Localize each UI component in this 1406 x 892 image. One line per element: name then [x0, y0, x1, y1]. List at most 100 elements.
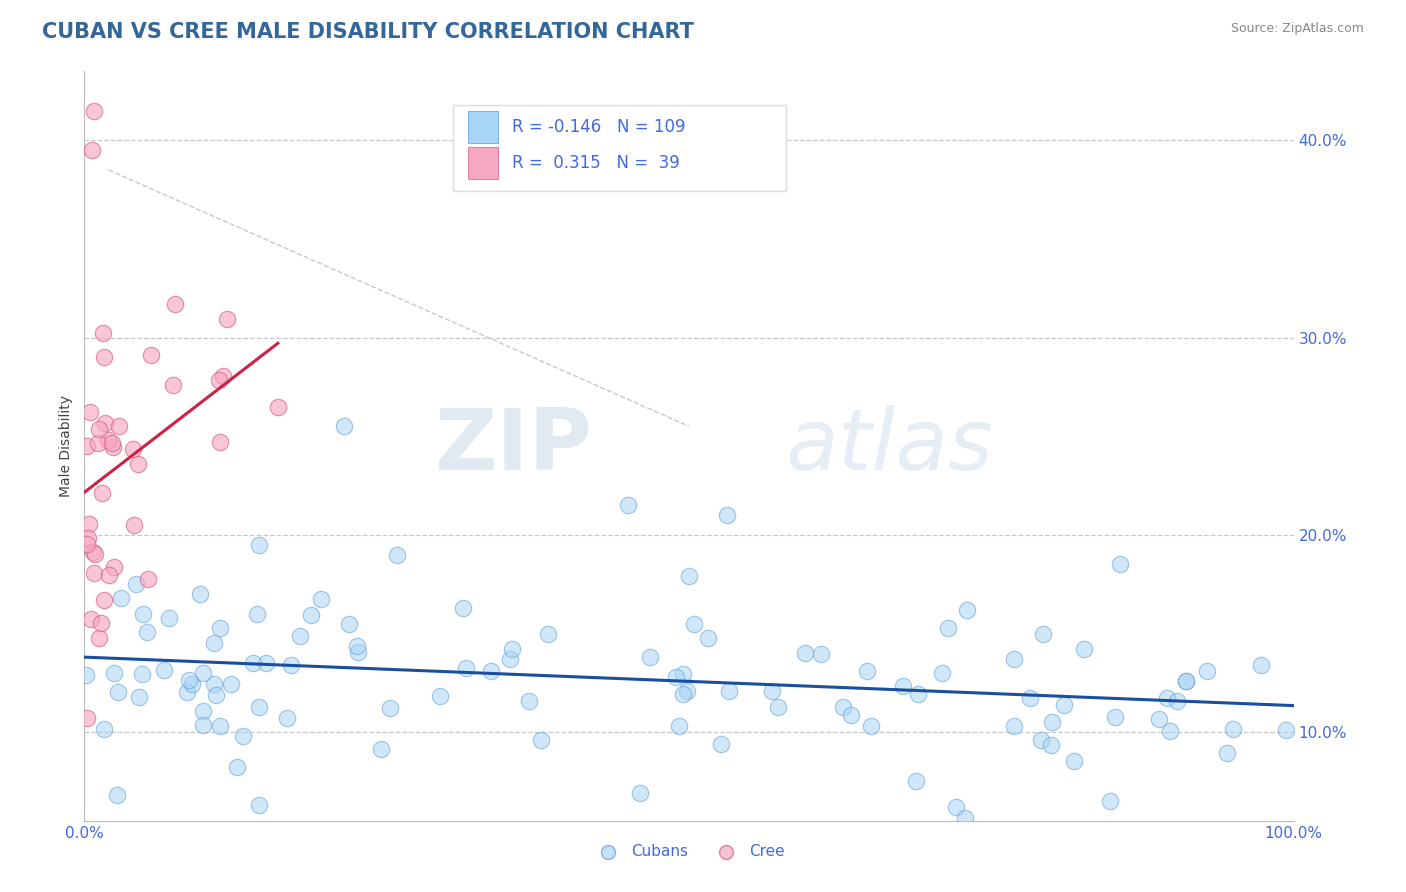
- Point: [956, 603, 979, 617]
- Point: [451, 600, 474, 615]
- Point: [79, 612, 101, 626]
- Point: [107, 685, 129, 699]
- Point: [1040, 738, 1063, 752]
- Point: [697, 631, 720, 645]
- Point: [94, 417, 117, 431]
- Point: [89, 422, 111, 436]
- Point: [1222, 722, 1244, 736]
- Point: [101, 436, 124, 450]
- Point: [157, 611, 180, 625]
- Point: [191, 704, 214, 718]
- Point: [953, 811, 976, 825]
- Point: [617, 498, 640, 512]
- Point: [301, 608, 323, 623]
- Point: [856, 664, 879, 678]
- Point: [247, 538, 270, 552]
- Point: [907, 687, 929, 701]
- Point: [219, 677, 242, 691]
- Point: [931, 665, 953, 680]
- Point: [217, 311, 239, 326]
- Point: [682, 616, 704, 631]
- Point: [110, 591, 132, 606]
- Point: [1104, 710, 1126, 724]
- Point: [1040, 714, 1063, 729]
- Point: [162, 377, 184, 392]
- Bar: [468, 147, 498, 178]
- Point: [831, 699, 853, 714]
- Point: [127, 457, 149, 471]
- Point: [247, 700, 270, 714]
- Point: [385, 549, 408, 563]
- Text: atlas: atlas: [786, 404, 994, 488]
- Point: [891, 679, 914, 693]
- Text: ZIP: ZIP: [434, 404, 592, 488]
- Point: [176, 685, 198, 699]
- Point: [346, 639, 368, 653]
- Point: [246, 607, 269, 621]
- Point: [333, 419, 356, 434]
- Point: [1053, 698, 1076, 713]
- Text: R =  0.315   N =  39: R = 0.315 N = 39: [512, 153, 681, 172]
- Point: [1156, 691, 1178, 706]
- Point: [101, 440, 124, 454]
- Point: [211, 369, 233, 384]
- Point: [77, 516, 100, 531]
- Point: [181, 677, 204, 691]
- Point: [90, 615, 112, 630]
- Point: [810, 647, 832, 661]
- Point: [91, 326, 114, 340]
- Point: [232, 729, 254, 743]
- Point: [716, 508, 738, 522]
- Point: [794, 647, 817, 661]
- Point: [498, 651, 520, 665]
- Text: Source: ZipAtlas.com: Source: ZipAtlas.com: [1230, 22, 1364, 36]
- Point: [208, 373, 231, 387]
- Y-axis label: Male Disability: Male Disability: [59, 395, 73, 497]
- Point: [378, 700, 401, 714]
- Text: R = -0.146   N = 109: R = -0.146 N = 109: [512, 118, 686, 136]
- Point: [1216, 746, 1239, 760]
- Point: [193, 718, 215, 732]
- Point: [945, 800, 967, 814]
- Point: [288, 629, 311, 643]
- Point: [628, 786, 651, 800]
- Point: [309, 591, 332, 606]
- Point: [267, 400, 290, 414]
- Point: [370, 742, 392, 756]
- Point: [517, 694, 540, 708]
- Point: [247, 797, 270, 812]
- Point: [136, 625, 159, 640]
- Point: [1166, 694, 1188, 708]
- Point: [337, 616, 360, 631]
- Point: [132, 607, 155, 622]
- Point: [665, 670, 688, 684]
- Point: [1147, 713, 1170, 727]
- Point: [537, 626, 560, 640]
- Point: [280, 658, 302, 673]
- Point: [202, 677, 225, 691]
- Point: [1002, 719, 1025, 733]
- Point: [1174, 674, 1197, 689]
- Point: [191, 665, 214, 680]
- Point: [83, 566, 105, 580]
- Point: [128, 690, 150, 704]
- Point: [93, 351, 115, 365]
- Point: [75, 668, 97, 682]
- Bar: [468, 112, 498, 143]
- Point: [668, 719, 690, 733]
- Point: [98, 568, 121, 582]
- Point: [97, 434, 120, 448]
- Point: [91, 485, 114, 500]
- Point: [208, 621, 231, 635]
- Legend: Cubans, Cree: Cubans, Cree: [586, 838, 792, 865]
- Point: [454, 661, 477, 675]
- Point: [839, 707, 862, 722]
- Point: [87, 435, 110, 450]
- Point: [83, 547, 105, 561]
- Point: [82, 545, 104, 559]
- Point: [153, 663, 176, 677]
- Point: [131, 666, 153, 681]
- Point: [1275, 723, 1298, 737]
- Point: [177, 673, 200, 687]
- Point: [276, 711, 298, 725]
